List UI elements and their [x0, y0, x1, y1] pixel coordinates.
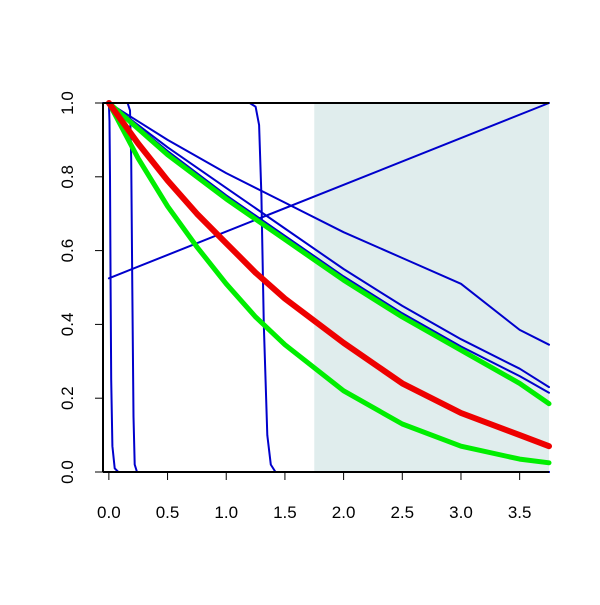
x-tick-label: 2.0 [332, 503, 356, 522]
x-tick-label: 0.0 [97, 503, 121, 522]
y-tick-label: 0.6 [58, 239, 77, 263]
series-line-3 [102, 102, 550, 473]
x-tick-label: 2.5 [390, 503, 414, 522]
series-line-4 [107, 102, 550, 280]
x-tick-label: 1.0 [214, 503, 238, 522]
series-line-1 [107, 102, 550, 473]
series-line-2 [102, 102, 550, 473]
y-axis-ticks: 0.0 0.2 0.4 0.6 0.8 1.0 [58, 91, 103, 484]
y-tick-label: 0.0 [58, 460, 77, 484]
x-tick-label: 3.5 [508, 503, 532, 522]
x-tick-label: 1.5 [273, 503, 297, 522]
y-tick-label: 0.8 [58, 165, 77, 189]
shaded-region [314, 103, 549, 472]
series-line-9 [106, 100, 552, 466]
series-line-8 [106, 100, 552, 407]
y-tick-label: 0.2 [58, 386, 77, 410]
y-tick-label: 1.0 [58, 91, 77, 115]
series-line-7 [107, 102, 550, 394]
y-tick-label: 0.4 [58, 313, 77, 337]
x-tick-label: 0.5 [156, 503, 180, 522]
series-line-5 [107, 102, 550, 346]
x-axis-ticks: 0.0 0.5 1.0 1.5 2.0 2.5 3.0 3.5 [97, 472, 531, 522]
series-line-6 [107, 102, 550, 389]
series-line-10 [105, 100, 552, 450]
x-tick-label: 3.0 [449, 503, 473, 522]
series-layer [102, 100, 552, 473]
